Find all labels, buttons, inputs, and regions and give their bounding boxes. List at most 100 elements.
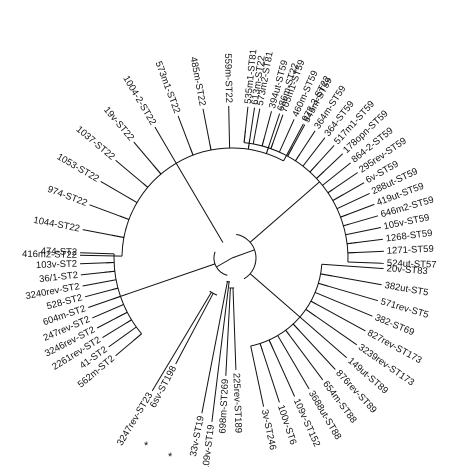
leaf-branch bbox=[343, 223, 350, 227]
leaf-branch bbox=[347, 242, 358, 245]
leaf-branch bbox=[345, 227, 381, 236]
basal-branch bbox=[175, 293, 214, 365]
clade-stem-lower_right bbox=[249, 273, 301, 318]
leaf-branch bbox=[285, 329, 290, 336]
leaf-branch bbox=[111, 287, 119, 291]
basal-branch bbox=[232, 287, 237, 370]
basal-branch bbox=[151, 292, 212, 392]
tree-branches bbox=[79, 105, 384, 422]
leaf-label: 3247rev-ST23 bbox=[115, 391, 155, 448]
leaf-branch bbox=[310, 300, 366, 332]
basal-branch bbox=[225, 287, 231, 376]
leaf-branch bbox=[347, 261, 384, 264]
leaf-branch bbox=[152, 164, 162, 175]
leaf-branch bbox=[316, 171, 325, 179]
leaf-label: 1044-ST22 bbox=[32, 215, 80, 235]
leaf-branch bbox=[340, 213, 349, 218]
leaf-branch bbox=[228, 105, 231, 149]
basal-arc-st19 bbox=[226, 280, 230, 283]
leaf-label: 1037-ST22 bbox=[74, 124, 117, 163]
leaf-label: 698m-ST269 bbox=[217, 379, 231, 434]
clade-arc-st59 bbox=[244, 142, 349, 263]
leaf-branch bbox=[189, 147, 194, 156]
leaf-branch bbox=[336, 192, 370, 210]
leaf-branch bbox=[252, 108, 261, 145]
leaf-branch bbox=[322, 162, 351, 186]
leaf-label: 1004-2-ST22 bbox=[120, 74, 158, 127]
leaf-branch bbox=[294, 153, 301, 162]
tree-leaves: 973-3-ST22686m-ST22613m-ST22559m-ST22485… bbox=[22, 49, 437, 467]
backbone-arc-left bbox=[213, 251, 228, 276]
clade-stem-st22 bbox=[175, 162, 224, 243]
leaf-branch bbox=[285, 329, 324, 381]
leaf-branch bbox=[270, 142, 274, 149]
leaf-branch bbox=[133, 333, 142, 341]
leaf-branch bbox=[305, 308, 316, 317]
basal-branch bbox=[211, 281, 230, 422]
leaf-branch bbox=[309, 162, 319, 173]
leaf-label: 6sv-ST198 bbox=[148, 364, 179, 410]
leaf-label: 474-ST2 bbox=[40, 246, 77, 258]
marker-asterisk-33v: * bbox=[144, 440, 149, 452]
leaf-branch bbox=[82, 279, 117, 287]
leaf-branch bbox=[318, 282, 329, 287]
leaf-branch bbox=[292, 323, 299, 331]
leaf-label: 36/1-ST2 bbox=[39, 270, 79, 285]
leaf-branch bbox=[250, 345, 265, 407]
leaf-label: 225rev-ST189 bbox=[230, 373, 243, 434]
leaf-branch bbox=[292, 323, 336, 370]
leaf-branch bbox=[277, 335, 310, 390]
leaf-branch bbox=[104, 270, 115, 273]
leaf-branch bbox=[259, 343, 280, 403]
leaf-branch bbox=[287, 147, 293, 157]
leaf-branch bbox=[278, 119, 295, 153]
leaf-label: 974-ST22 bbox=[46, 184, 89, 209]
leaf-branch bbox=[112, 234, 124, 238]
leaf-branch bbox=[108, 326, 137, 348]
clade-stem-st59 bbox=[249, 181, 320, 243]
backbone-stem-right bbox=[231, 249, 255, 259]
leaf-branch bbox=[310, 300, 317, 305]
leaf-branch bbox=[320, 273, 333, 277]
backbone-arc-right bbox=[236, 233, 257, 280]
leaf-label: 109v-ST19 bbox=[200, 424, 217, 467]
leaf-branch bbox=[318, 282, 379, 302]
leaf-branch bbox=[327, 188, 334, 194]
leaf-branch bbox=[332, 194, 344, 202]
leaf-branch bbox=[283, 123, 304, 162]
leaf-branch bbox=[299, 316, 348, 359]
leaf-branch bbox=[268, 339, 296, 397]
leaf-branch bbox=[119, 215, 130, 220]
basal-branch bbox=[201, 281, 228, 414]
leaf-branch bbox=[126, 319, 132, 324]
clade-stem-st2 bbox=[120, 263, 216, 297]
backbone-stem-left bbox=[216, 257, 233, 268]
leaf-branch bbox=[80, 252, 115, 255]
leaf-branch bbox=[268, 339, 274, 350]
leaf-label: 485m-ST22 bbox=[188, 56, 208, 107]
leaf-label: 559m-ST22 bbox=[222, 53, 234, 103]
leaf-branch bbox=[142, 183, 149, 188]
leaf-branch bbox=[270, 114, 284, 149]
leaf-branch bbox=[92, 304, 124, 319]
leaf-label: 1271-ST59 bbox=[387, 244, 434, 257]
leaf-branch bbox=[154, 126, 177, 164]
leaf-branch bbox=[243, 130, 246, 143]
leaf-branch bbox=[265, 145, 270, 154]
leaf-label: 20v-ST83 bbox=[386, 263, 428, 277]
marker-asterisk-109v: * bbox=[168, 451, 173, 463]
leaf-label: 3v-ST246 bbox=[259, 408, 278, 451]
leaf-branch bbox=[100, 180, 138, 204]
leaf-branch bbox=[259, 343, 264, 352]
clade-arc-st22 bbox=[121, 147, 284, 257]
leaf-branch bbox=[79, 254, 123, 257]
leaf-label: 103v-ST2 bbox=[36, 259, 78, 272]
leaf-branch bbox=[209, 144, 212, 151]
leaf-branch bbox=[115, 159, 149, 188]
leaf-label: 524ut-ST57 bbox=[387, 258, 437, 271]
leaf-label: 382ut-ST5 bbox=[384, 280, 430, 299]
leaf-label: 416m2-ST22 bbox=[22, 249, 77, 261]
leaf-branch bbox=[202, 108, 212, 151]
leaf-branch bbox=[302, 137, 326, 167]
